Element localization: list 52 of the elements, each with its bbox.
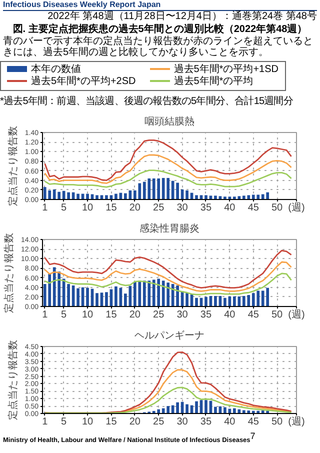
x-tick-label: 5 [61,416,68,428]
x-tick-label: 25 [153,416,165,428]
text: *過去5年間：前週、当該週、後週の報告数の5年間分、合計15週間分 [0,94,293,109]
x-tick-label: 10 [82,202,94,214]
legend-label: 過去5年間*の平均+2SD [30,76,136,88]
chart-title: ヘルパンギーナ [134,329,204,342]
x-tick-label: 50 [272,202,284,214]
x-tick-label: 30 [176,202,188,214]
legend-label: 本年の数値 [30,64,82,76]
x-tick-label: 20 [129,202,141,214]
chart-title: 感染性胃腸炎 [140,222,200,234]
x-tick-label: 5 [61,309,68,320]
x-tick-label: 10 [82,416,94,428]
y-axis-title: 定点当たり報告数 [6,340,19,420]
text: 2022年 第48週（11月28日〜12月4日）：通巻第24巻 第48号 [46,10,317,23]
chart-title: 咽頭結膜熱 [144,115,194,128]
text: Infectious Diseases Weekly Report Japan [3,0,317,11]
x-tick-label: 35 [200,202,212,214]
x-tick-label: 40 [224,202,236,214]
text: 青のバーで示す本年の定点当たり報告数が赤のラインを超えているときには、過去5年間の週と比較してかなり多いことを示す。 [3,36,314,59]
x-tick-label: 40 [224,309,236,320]
x-tick-label: 30 [176,416,188,428]
x-tick-label: 50 [272,309,284,320]
x-tick-label: 30 [176,309,188,320]
y-axis-title: 定点当たり報告数 [6,126,19,206]
x-tick-label: 15 [106,416,118,428]
x-tick-label: 45 [248,416,260,428]
x-axis-title: (週) [288,202,305,214]
x-tick-label: 1 [42,416,48,428]
x-tick-label: 1 [42,309,48,320]
text: 7 [250,430,256,443]
y-axis-title: 定点当たり報告数 [2,232,15,313]
x-tick-label: 15 [106,202,118,214]
x-tick-label: 25 [153,202,165,214]
x-tick-label: 35 [200,416,212,428]
x-tick-label: 50 [272,416,284,428]
x-tick-label: 25 [153,309,165,320]
legend-label: 過去5年間*の平均 [172,76,254,88]
x-tick-label: 10 [82,309,94,320]
x-tick-label: 20 [129,309,141,320]
x-tick-label: 1 [42,202,48,214]
x-tick-label: 20 [129,416,141,428]
x-tick-label: 45 [248,309,260,320]
text: 図. 主要定点把握疾患の過去5年間との週別比較（2022年第48週） [12,24,308,36]
legend-label: 過去5年間*の平均+1SD [172,64,278,76]
x-tick-label: 40 [224,416,236,428]
x-axis-title: (週) [288,309,305,320]
x-tick-label: 45 [248,202,260,214]
x-tick-label: 35 [200,309,212,320]
x-axis-title: (週) [288,416,305,428]
x-tick-label: 15 [106,309,118,320]
x-tick-label: 5 [61,202,68,214]
